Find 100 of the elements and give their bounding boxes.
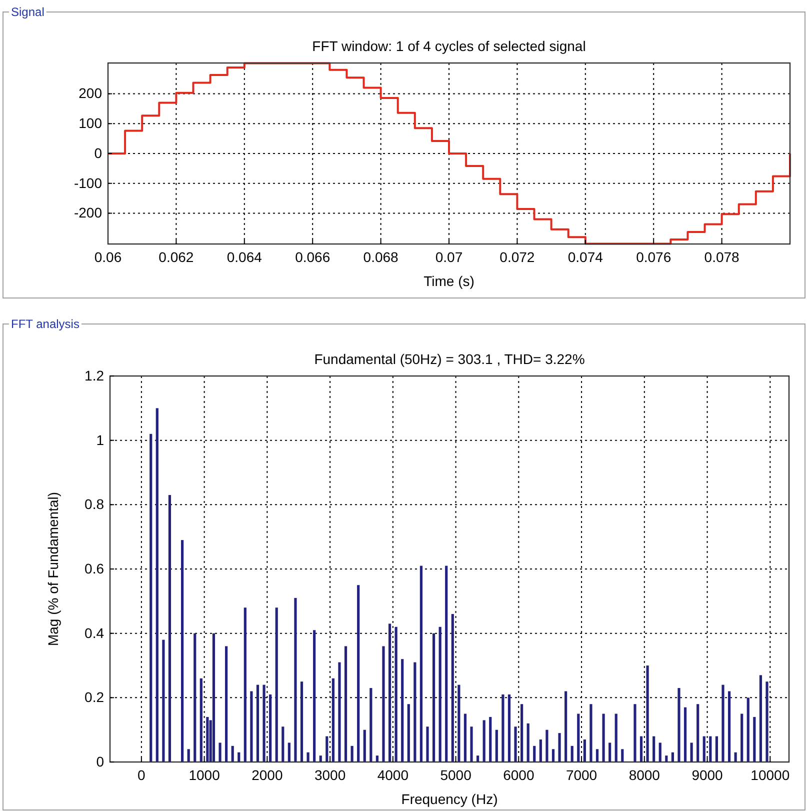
bar xyxy=(715,736,718,762)
bar xyxy=(614,714,618,762)
x-tick-label: 4000 xyxy=(377,766,409,783)
bar xyxy=(634,704,636,762)
bar xyxy=(526,723,530,762)
x-tick-label: 0.066 xyxy=(295,248,330,265)
bar xyxy=(684,707,687,762)
bar xyxy=(156,408,158,762)
bar xyxy=(658,742,662,762)
bar xyxy=(709,736,712,762)
y-tick-label: 0 xyxy=(96,753,104,770)
bar xyxy=(256,684,260,762)
bar xyxy=(187,749,190,762)
bar xyxy=(357,585,360,762)
bar xyxy=(326,736,328,762)
bar xyxy=(338,662,341,762)
bar xyxy=(401,659,404,762)
x-tick-label: 3000 xyxy=(314,766,346,783)
bar xyxy=(218,742,222,762)
bar xyxy=(502,694,504,762)
bar xyxy=(753,716,756,762)
y-tick-label: 100 xyxy=(78,115,102,132)
bar xyxy=(238,752,240,762)
y-tick-label: 1 xyxy=(96,432,104,448)
x-tick-label: 0.074 xyxy=(568,248,604,265)
bar xyxy=(533,746,536,762)
bar xyxy=(168,495,172,762)
bar xyxy=(420,566,423,762)
bar xyxy=(306,752,310,762)
bar xyxy=(464,714,467,762)
bar xyxy=(382,646,385,762)
bar xyxy=(407,704,410,762)
x-tick-label: 0.078 xyxy=(704,248,740,265)
bar xyxy=(394,626,398,762)
bar xyxy=(370,688,372,762)
bar xyxy=(583,739,586,762)
x-tick-label: 0.062 xyxy=(158,248,194,265)
bar xyxy=(520,704,524,762)
bar xyxy=(470,726,473,762)
bar xyxy=(759,675,762,762)
bar xyxy=(294,598,297,762)
bar xyxy=(244,608,246,762)
bar xyxy=(570,746,574,762)
y-tick-label: 0.4 xyxy=(84,624,104,641)
bar xyxy=(665,756,668,762)
bar xyxy=(722,684,724,762)
bar xyxy=(200,678,202,762)
bar xyxy=(489,716,492,762)
x-tick-label: 0.068 xyxy=(363,248,399,265)
x-tick-label: 8000 xyxy=(628,766,660,783)
bar xyxy=(734,752,737,762)
bar xyxy=(602,714,605,762)
bar xyxy=(608,742,612,762)
bar xyxy=(621,749,624,762)
bar xyxy=(596,749,599,762)
bar xyxy=(577,714,580,762)
x-tick-label: 0.072 xyxy=(500,248,535,265)
bar xyxy=(690,742,693,762)
bar xyxy=(282,726,284,762)
bar xyxy=(451,614,454,762)
bar xyxy=(181,540,184,762)
x-tick-label: 0 xyxy=(138,766,146,783)
x-tick-label: 6000 xyxy=(503,766,534,783)
x-tick-label: 0.064 xyxy=(226,248,262,265)
bar xyxy=(388,624,392,762)
bar xyxy=(766,682,768,762)
bar xyxy=(275,608,278,762)
x-tick-label: 10000 xyxy=(750,766,790,783)
bar xyxy=(350,746,354,762)
bar xyxy=(678,688,680,762)
x-tick-label: 0.07 xyxy=(435,248,463,265)
x-axis-title: Time (s) xyxy=(424,273,474,289)
bar xyxy=(432,633,436,762)
text: FFT analysis xyxy=(11,317,80,331)
bar xyxy=(458,684,460,762)
bar xyxy=(206,716,209,762)
bar xyxy=(552,749,555,762)
y-axis-title: Mag (% of Fundamental) xyxy=(45,492,61,646)
x-tick-label: 1000 xyxy=(188,766,220,783)
y-tick-label: 0 xyxy=(94,144,102,161)
bar xyxy=(262,684,266,762)
text: Signal xyxy=(11,5,44,19)
bar xyxy=(438,626,442,762)
x-axis-title: Frequency (Hz) xyxy=(401,791,498,807)
bar xyxy=(539,739,542,762)
x-tick-label: 2000 xyxy=(252,766,283,783)
bar xyxy=(740,714,744,762)
bar xyxy=(546,730,548,762)
y-tick-label: 1.2 xyxy=(84,367,104,384)
x-tick-label: 0.06 xyxy=(94,248,122,265)
bar xyxy=(514,726,517,762)
bar xyxy=(225,646,228,762)
bar xyxy=(194,633,196,762)
y-tick-label: 0.8 xyxy=(84,496,104,512)
bar xyxy=(640,736,643,762)
bar xyxy=(696,704,700,762)
chart-title: FFT window: 1 of 4 cycles of selected signal xyxy=(312,38,586,54)
bar xyxy=(376,756,378,762)
chart-title: Fundamental (50Hz) = 303.1 , THD= 3.22% xyxy=(314,351,585,367)
y-tick-label: -100 xyxy=(74,174,102,191)
